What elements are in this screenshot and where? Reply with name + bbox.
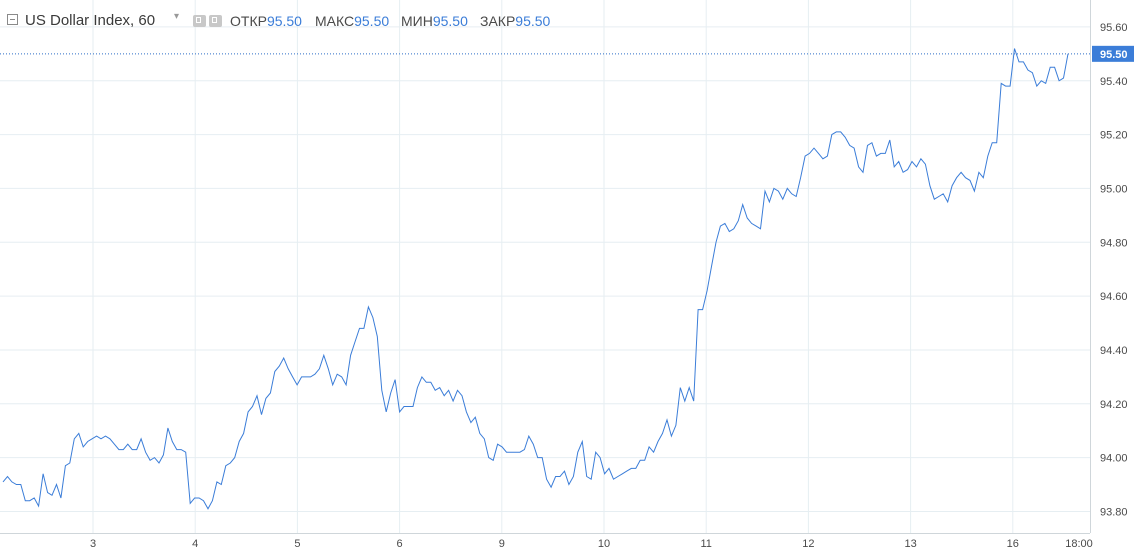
y-tick-label: 93.80 (1100, 506, 1128, 518)
x-tick-label: 9 (499, 538, 505, 550)
ohlc-low: МИН95.50 (401, 13, 468, 29)
chart-header: US Dollar Index, 60 ▾ ОТКР95.50 МАКС95.5… (0, 0, 1090, 44)
y-tick-label: 94.40 (1100, 345, 1128, 357)
y-tick-label: 94.20 (1100, 399, 1128, 411)
x-tick-label: 13 (904, 538, 916, 550)
axis-layer: 93.80 94.00 94.20 94.40 94.60 94.80 95.00 95.20… (0, 0, 1128, 550)
settings-icon[interactable] (193, 15, 206, 27)
price-series-line (2, 48, 1069, 510)
y-tick-label: 95.60 (1100, 22, 1128, 34)
x-tick-label: 18:00 (1065, 538, 1093, 550)
y-tick-label: 94.60 (1100, 291, 1128, 303)
y-tick-label: 95.40 (1100, 76, 1128, 88)
ohlc-close: ЗАКР95.50 (480, 13, 551, 29)
price-layer: 95.50 (0, 45, 1134, 62)
x-tick-label: 11 (700, 538, 711, 550)
compare-icon[interactable] (209, 15, 222, 27)
x-tick-label: 12 (802, 538, 814, 550)
y-tick-label: 94.00 (1100, 453, 1128, 465)
chevron-down-icon[interactable]: ▾ (174, 11, 180, 22)
series-layer (2, 48, 1069, 510)
collapse-toggle-icon[interactable] (7, 14, 18, 25)
x-tick-label: 5 (294, 538, 300, 550)
y-tick-label: 94.80 (1100, 237, 1128, 249)
y-tick-label: 95.20 (1100, 130, 1128, 142)
x-tick-label: 3 (90, 538, 96, 550)
y-tick-label: 95.00 (1100, 183, 1128, 195)
x-tick-label: 16 (1007, 538, 1019, 550)
x-tick-label: 10 (598, 538, 610, 550)
x-tick-label: 4 (192, 538, 198, 550)
symbol-title[interactable]: US Dollar Index, 60 (25, 12, 156, 29)
last-price-badge (1092, 45, 1134, 62)
ohlc-high: МАКС95.50 (315, 13, 390, 29)
grid-layer (0, 0, 1090, 533)
last-price-label: 95.50 (1100, 49, 1128, 61)
ohlc-open: ОТКР95.50 (230, 13, 302, 29)
x-tick-label: 6 (397, 538, 403, 550)
